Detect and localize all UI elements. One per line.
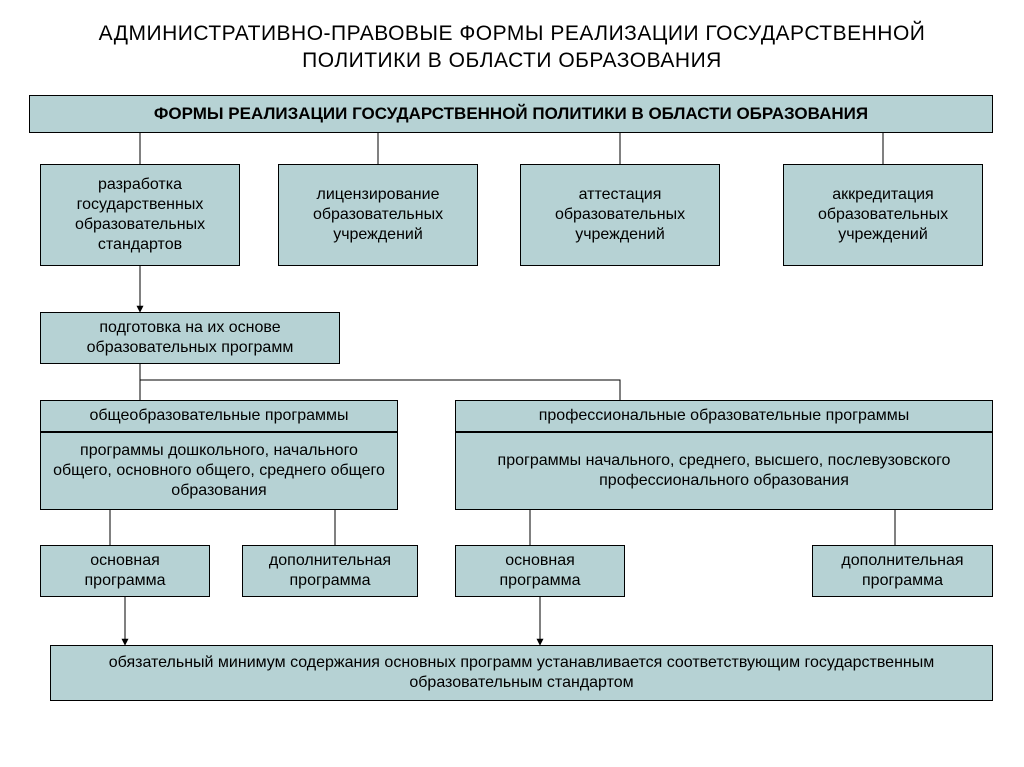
node-prep: подготовка на их основе образовательных …	[40, 312, 340, 364]
node-n2: лицензирование образовательных учреждени…	[278, 164, 478, 266]
node-gen_b: программы дошкольного, начального общего…	[40, 432, 398, 510]
node-prof_b: программы начального, среднего, высшего,…	[455, 432, 993, 510]
node-main2: основная программа	[455, 545, 625, 597]
node-n1: разработка государственных образовательн…	[40, 164, 240, 266]
node-prof_h: профессиональные образовательные програм…	[455, 400, 993, 432]
node-add2: дополнительная программа	[812, 545, 993, 597]
diagram-title: АДМИНИСТРАТИВНО-ПРАВОВЫЕ ФОРМЫ РЕАЛИЗАЦИ…	[0, 0, 1024, 87]
node-gen_h: общеобразовательные программы	[40, 400, 398, 432]
node-n3: аттестация образовательных учреждений	[520, 164, 720, 266]
node-main1: основная программа	[40, 545, 210, 597]
node-add1: дополнительная программа	[242, 545, 418, 597]
node-footer: обязательный минимум содержания основных…	[50, 645, 993, 701]
node-n4: аккредитация образовательных учреждений	[783, 164, 983, 266]
node-header: ФОРМЫ РЕАЛИЗАЦИИ ГОСУДАРСТВЕННОЙ ПОЛИТИК…	[29, 95, 993, 133]
